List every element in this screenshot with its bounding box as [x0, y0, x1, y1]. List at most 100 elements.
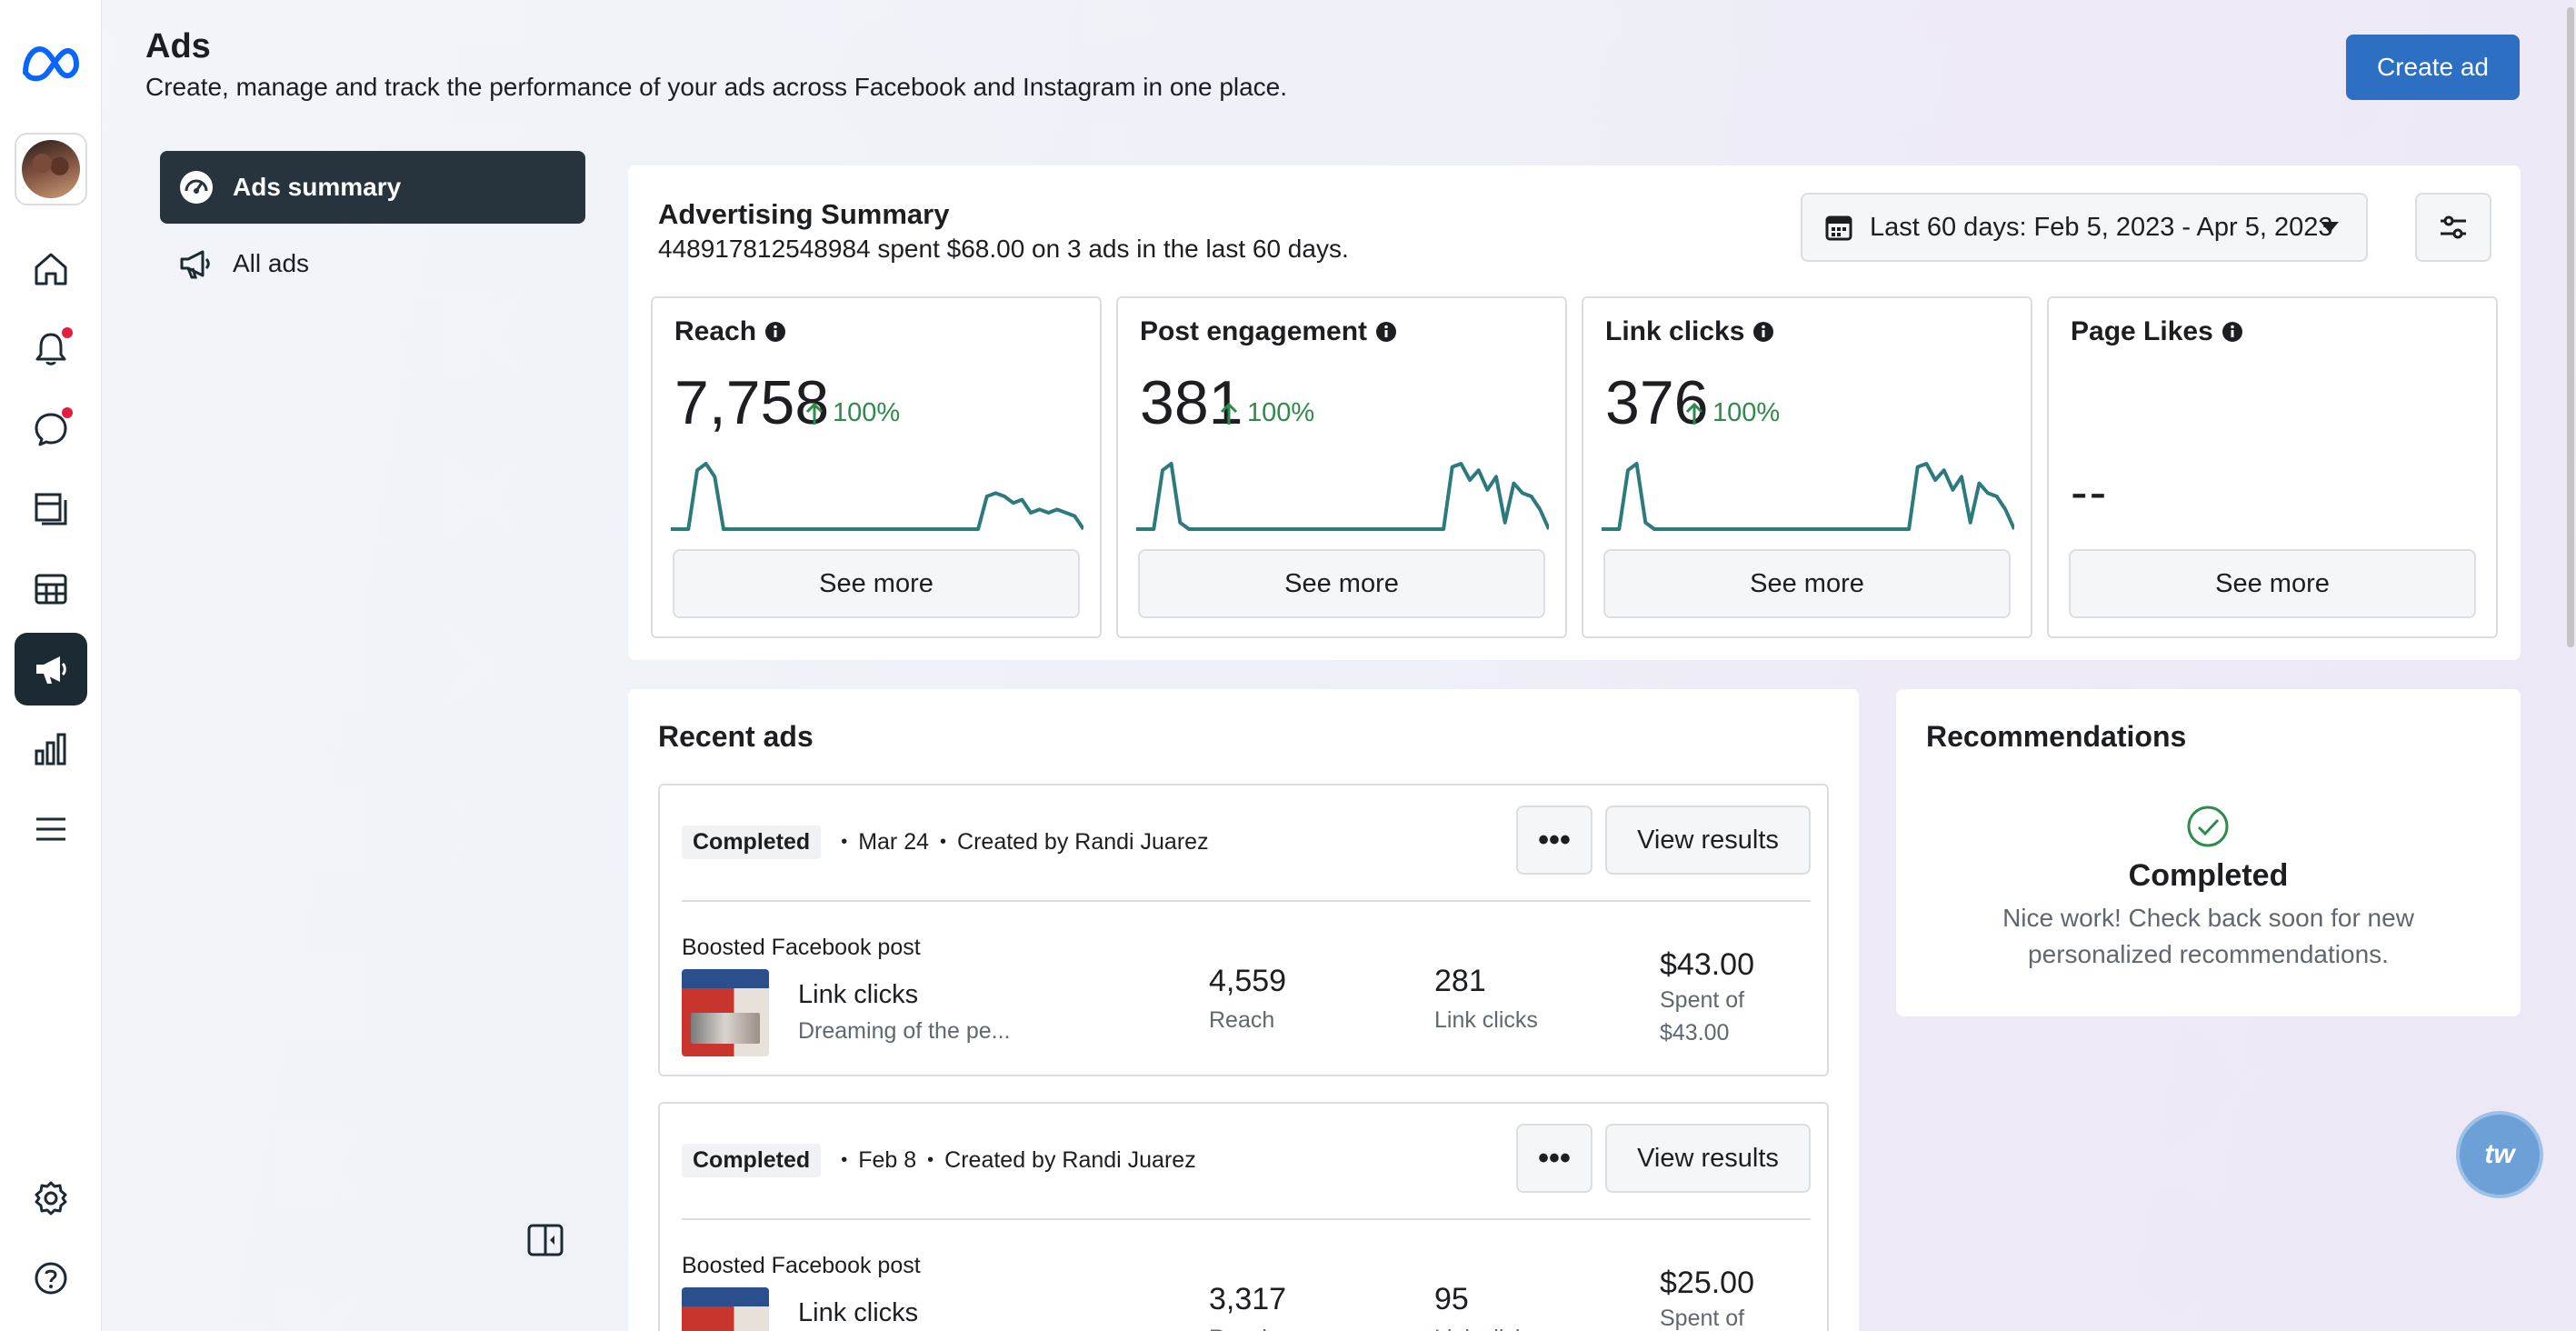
summary-title: Advertising Summary [658, 198, 950, 230]
ad-date: Mar 24 [858, 829, 930, 855]
info-icon[interactable] [1374, 320, 1398, 344]
reach-label: Reach [1209, 1007, 1275, 1033]
ad-thumbnail[interactable] [682, 1287, 769, 1331]
info-icon[interactable] [2221, 320, 2244, 344]
sparkline-path [671, 464, 1083, 529]
page-subtitle: Create, manage and track the performance… [145, 73, 1288, 101]
metric-title: Link clicks [1605, 316, 1745, 346]
ad-date: Feb 8 [858, 1147, 917, 1173]
messages-icon[interactable] [15, 393, 87, 465]
spent-label: Spent of [1660, 1306, 1745, 1331]
clicks-value: 95 [1434, 1282, 1469, 1316]
menu-icon[interactable] [15, 793, 87, 866]
see-more-button[interactable]: See more [673, 549, 1080, 618]
clicks-label: Link clicks [1434, 1007, 1538, 1033]
info-icon[interactable] [764, 320, 787, 344]
ad-type: Boosted Facebook post [682, 1253, 921, 1278]
see-more-button[interactable]: See more [2069, 549, 2476, 618]
spent-budget: $43.00 [1660, 1020, 1730, 1046]
page-title: Ads [145, 27, 211, 65]
arrow-up-icon [804, 401, 825, 426]
recommendations-text: Nice work! Check back soon for new perso… [2002, 904, 2414, 968]
view-results-button[interactable]: View results [1605, 1124, 1811, 1193]
info-icon[interactable] [1752, 320, 1775, 344]
sparkline [671, 458, 1083, 535]
see-more-button[interactable]: See more [1603, 549, 2011, 618]
check-circle-icon [2185, 804, 2231, 849]
ads-megaphone-icon[interactable] [15, 633, 87, 706]
reach-value: 3,317 [1209, 1282, 1287, 1316]
ad-objective: Link clicks [798, 980, 919, 1009]
metric-change: 100% [1218, 398, 1314, 428]
metric-card-reach: Reach 7,758 100% See more [651, 296, 1102, 638]
date-range-dropdown[interactable]: Last 60 days: Feb 5, 2023 - Apr 5, 2023 [1801, 193, 2368, 262]
dashboard-icon [180, 171, 213, 204]
summary-subtitle: 448917812548984 spent $68.00 on 3 ads in… [658, 235, 1349, 263]
see-more-button[interactable]: See more [1138, 549, 1545, 618]
spent-value: $25.00 [1660, 1266, 1754, 1300]
recommendations-card: Recommendations Completed Nice work! Che… [1896, 689, 2521, 1016]
left-rail [0, 0, 102, 1331]
scrollbar[interactable] [2567, 7, 2574, 647]
divider [682, 900, 1811, 902]
metric-change: 100% [1683, 398, 1780, 428]
metric-change-value: 100% [1712, 398, 1781, 427]
advertising-summary-card: Advertising Summary 448917812548984 spen… [628, 165, 2521, 660]
nav-label: All ads [233, 249, 310, 277]
pages-icon[interactable] [15, 473, 87, 545]
metric-card-page-likes: Page Likes -- See more [2047, 296, 2498, 638]
recommendations-status: Completed [2128, 858, 2289, 893]
nav-label: Ads summary [233, 173, 402, 201]
sparkline-path [1136, 464, 1549, 529]
meta-logo-icon[interactable] [20, 40, 84, 85]
collapse-panel-icon[interactable] [525, 1220, 565, 1260]
clicks-label: Link clicks [1434, 1322, 1538, 1331]
date-range-label: Last 60 days: Feb 5, 2023 - Apr 5, 2023 [1870, 212, 2333, 242]
notification-dot [62, 327, 73, 338]
metric-change: 100% [804, 398, 900, 428]
insights-icon[interactable] [15, 713, 87, 786]
more-options-button[interactable]: ••• [1516, 806, 1593, 875]
reach-value: 4,559 [1209, 964, 1287, 998]
metric-title: Reach [674, 316, 757, 346]
metric-card-link-clicks: Link clicks 376 100% See more [1582, 296, 2032, 638]
status-badge: Completed [682, 1144, 822, 1177]
profile-avatar-button[interactable] [15, 133, 87, 205]
home-icon[interactable] [15, 233, 87, 305]
chevron-down-icon [2321, 222, 2339, 233]
sparkline [1602, 458, 2014, 535]
metric-change-value: 100% [833, 398, 901, 427]
sparkline-path [1602, 464, 2014, 529]
status-badge: Completed [682, 826, 822, 859]
chat-help-button[interactable]: tw [2456, 1111, 2543, 1198]
avatar [22, 140, 80, 198]
filter-settings-button[interactable] [2415, 193, 2491, 262]
metric-empty-value: -- [2071, 463, 2109, 520]
metric-title: Post engagement [1140, 316, 1368, 346]
metric-value: 7,758 [674, 368, 830, 437]
metric-value: 381 [1140, 368, 1243, 437]
metric-title: Page Likes [2071, 316, 2213, 346]
ad-type: Boosted Facebook post [682, 935, 921, 960]
table-icon[interactable] [15, 553, 87, 625]
metric-card-post-engagement: Post engagement 381 100% See more [1116, 296, 1567, 638]
sliders-icon [2437, 211, 2470, 244]
calendar-icon [1824, 213, 1853, 242]
nav-item-ads-summary[interactable]: Ads summary [160, 151, 585, 224]
more-options-button[interactable]: ••• [1516, 1124, 1593, 1193]
help-icon[interactable] [15, 1242, 87, 1315]
metric-change-value: 100% [1247, 398, 1315, 427]
recommendations-title: Recommendations [1926, 720, 2187, 753]
ad-item: Completed • Feb 8 • Created by Randi Jua… [658, 1102, 1829, 1331]
ad-thumbnail[interactable] [682, 969, 769, 1056]
nav-item-all-ads[interactable]: All ads [160, 227, 585, 300]
settings-icon[interactable] [15, 1162, 87, 1235]
notifications-icon[interactable] [15, 313, 87, 385]
view-results-button[interactable]: View results [1605, 806, 1811, 875]
sparkline [1136, 458, 1549, 535]
spent-value: $43.00 [1660, 947, 1754, 982]
metric-value: 376 [1605, 368, 1709, 437]
divider [682, 1218, 1811, 1220]
arrow-up-icon [1683, 401, 1705, 426]
create-ad-button[interactable]: Create ad [2346, 35, 2520, 100]
